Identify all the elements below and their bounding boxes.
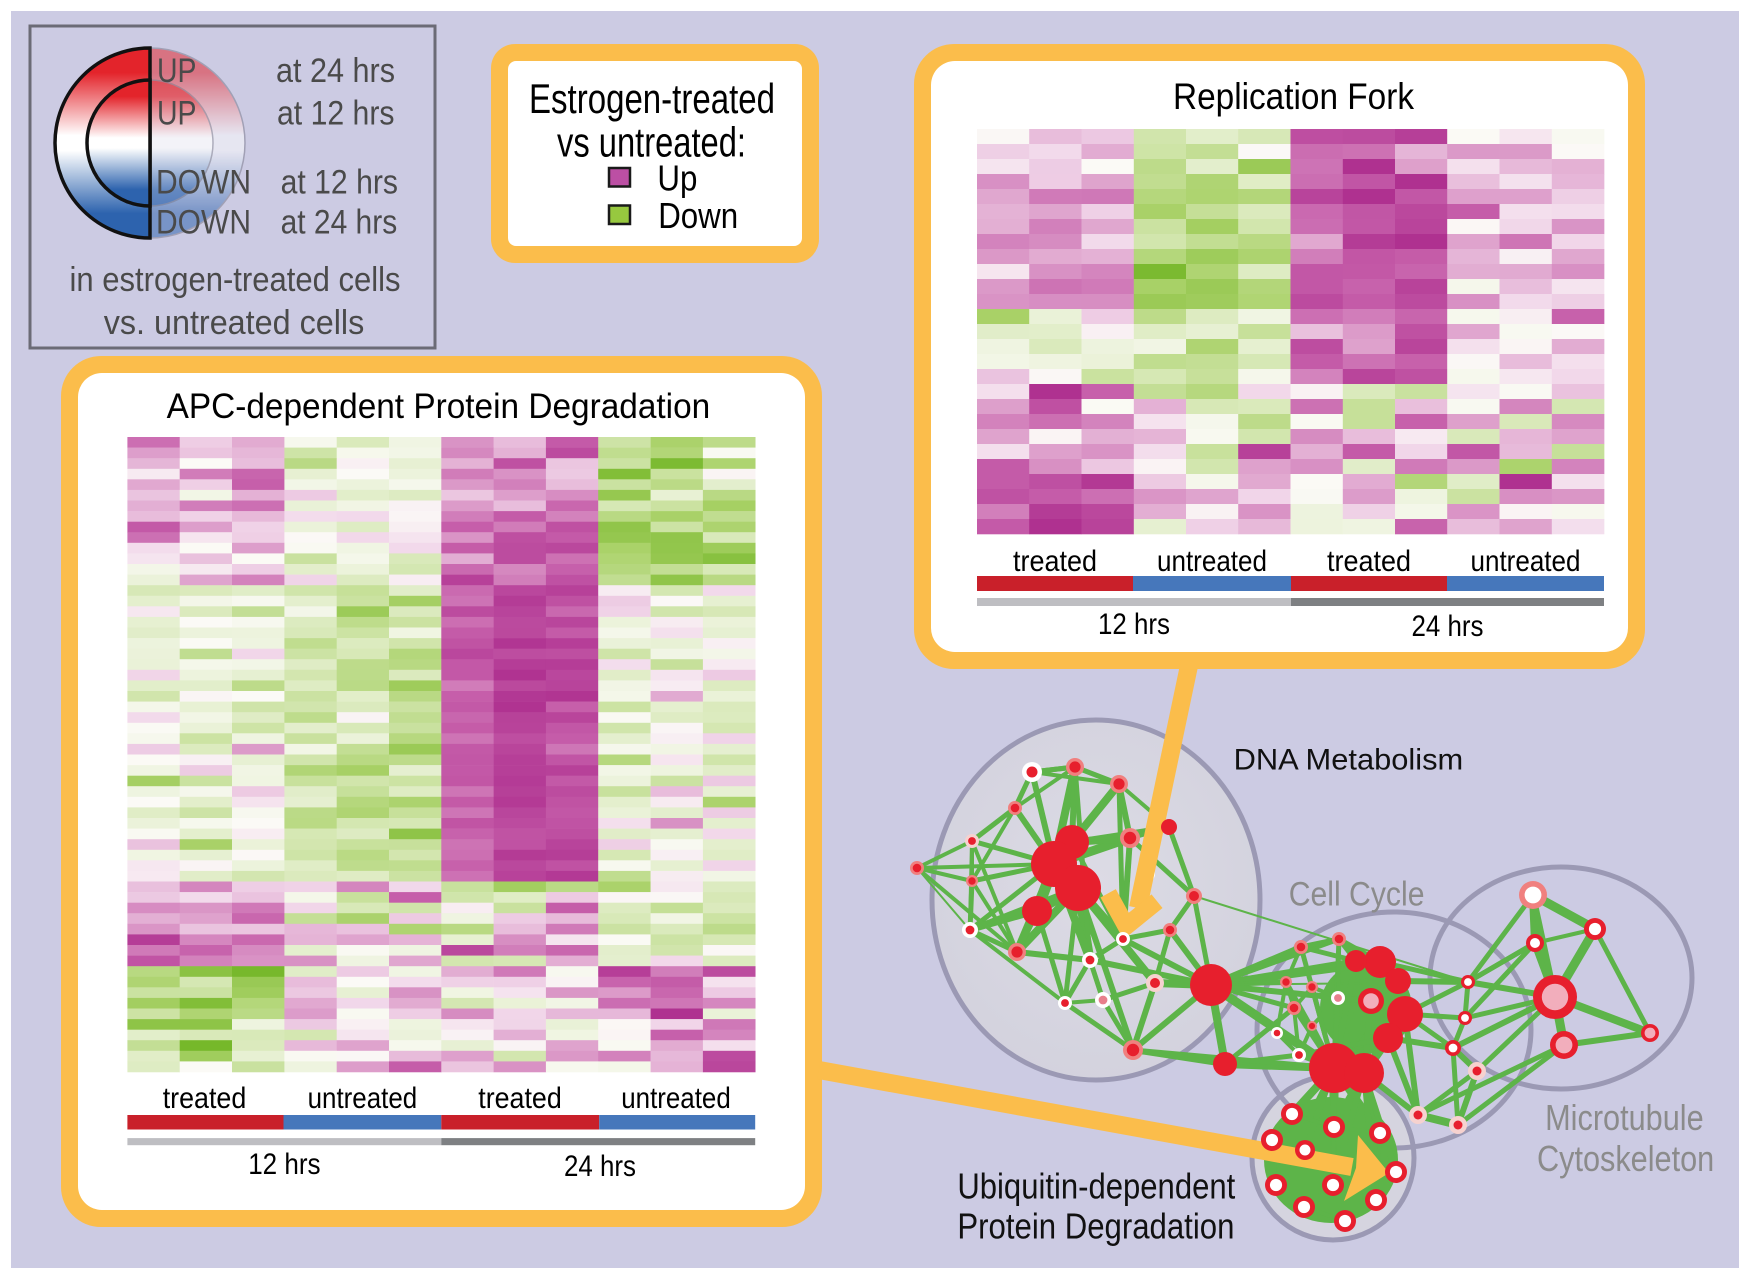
svg-text:12 hrs: 12 hrs <box>248 1148 320 1181</box>
svg-text:untreated: untreated <box>308 1082 418 1115</box>
svg-text:12 hrs: 12 hrs <box>1098 608 1170 641</box>
svg-text:Cell Cycle: Cell Cycle <box>1289 876 1425 914</box>
svg-text:24 hrs: 24 hrs <box>1412 610 1484 643</box>
svg-text:APC-dependent Protein Degradat: APC-dependent Protein Degradation <box>167 387 711 426</box>
svg-text:DNA Metabolism: DNA Metabolism <box>1234 743 1464 776</box>
svg-text:Ubiquitin-dependent: Ubiquitin-dependent <box>957 1165 1235 1206</box>
svg-text:24 hrs: 24 hrs <box>564 1150 636 1183</box>
svg-text:treated: treated <box>1013 545 1097 578</box>
svg-text:Estrogen-treated: Estrogen-treated <box>529 75 775 122</box>
svg-text:Microtubule: Microtubule <box>1545 1097 1704 1138</box>
svg-text:Cytoskeleton: Cytoskeleton <box>1537 1138 1714 1179</box>
svg-text:UP: UP <box>157 52 197 90</box>
svg-text:DOWN: DOWN <box>156 204 251 242</box>
svg-text:at 24 hrs: at 24 hrs <box>276 52 395 90</box>
svg-text:in estrogen-treated cells: in estrogen-treated cells <box>70 261 401 299</box>
svg-text:DOWN: DOWN <box>156 163 251 201</box>
svg-text:vs untreated:: vs untreated: <box>557 119 746 166</box>
svg-text:treated: treated <box>163 1082 247 1115</box>
svg-text:Down: Down <box>658 195 738 236</box>
svg-text:untreated: untreated <box>1157 545 1267 578</box>
svg-text:treated: treated <box>1327 545 1411 578</box>
svg-text:vs. untreated cells: vs. untreated cells <box>104 304 365 342</box>
svg-text:at 12 hrs: at 12 hrs <box>277 94 395 132</box>
svg-text:at 24 hrs: at 24 hrs <box>281 204 398 242</box>
svg-text:Replication Fork: Replication Fork <box>1173 76 1415 117</box>
svg-text:Up: Up <box>657 157 697 198</box>
svg-text:Protein Degradation: Protein Degradation <box>957 1206 1234 1247</box>
svg-text:untreated: untreated <box>621 1082 731 1115</box>
svg-text:UP: UP <box>157 94 197 132</box>
svg-text:treated: treated <box>478 1082 562 1115</box>
svg-text:untreated: untreated <box>1471 545 1581 578</box>
svg-text:at 12 hrs: at 12 hrs <box>281 163 398 201</box>
